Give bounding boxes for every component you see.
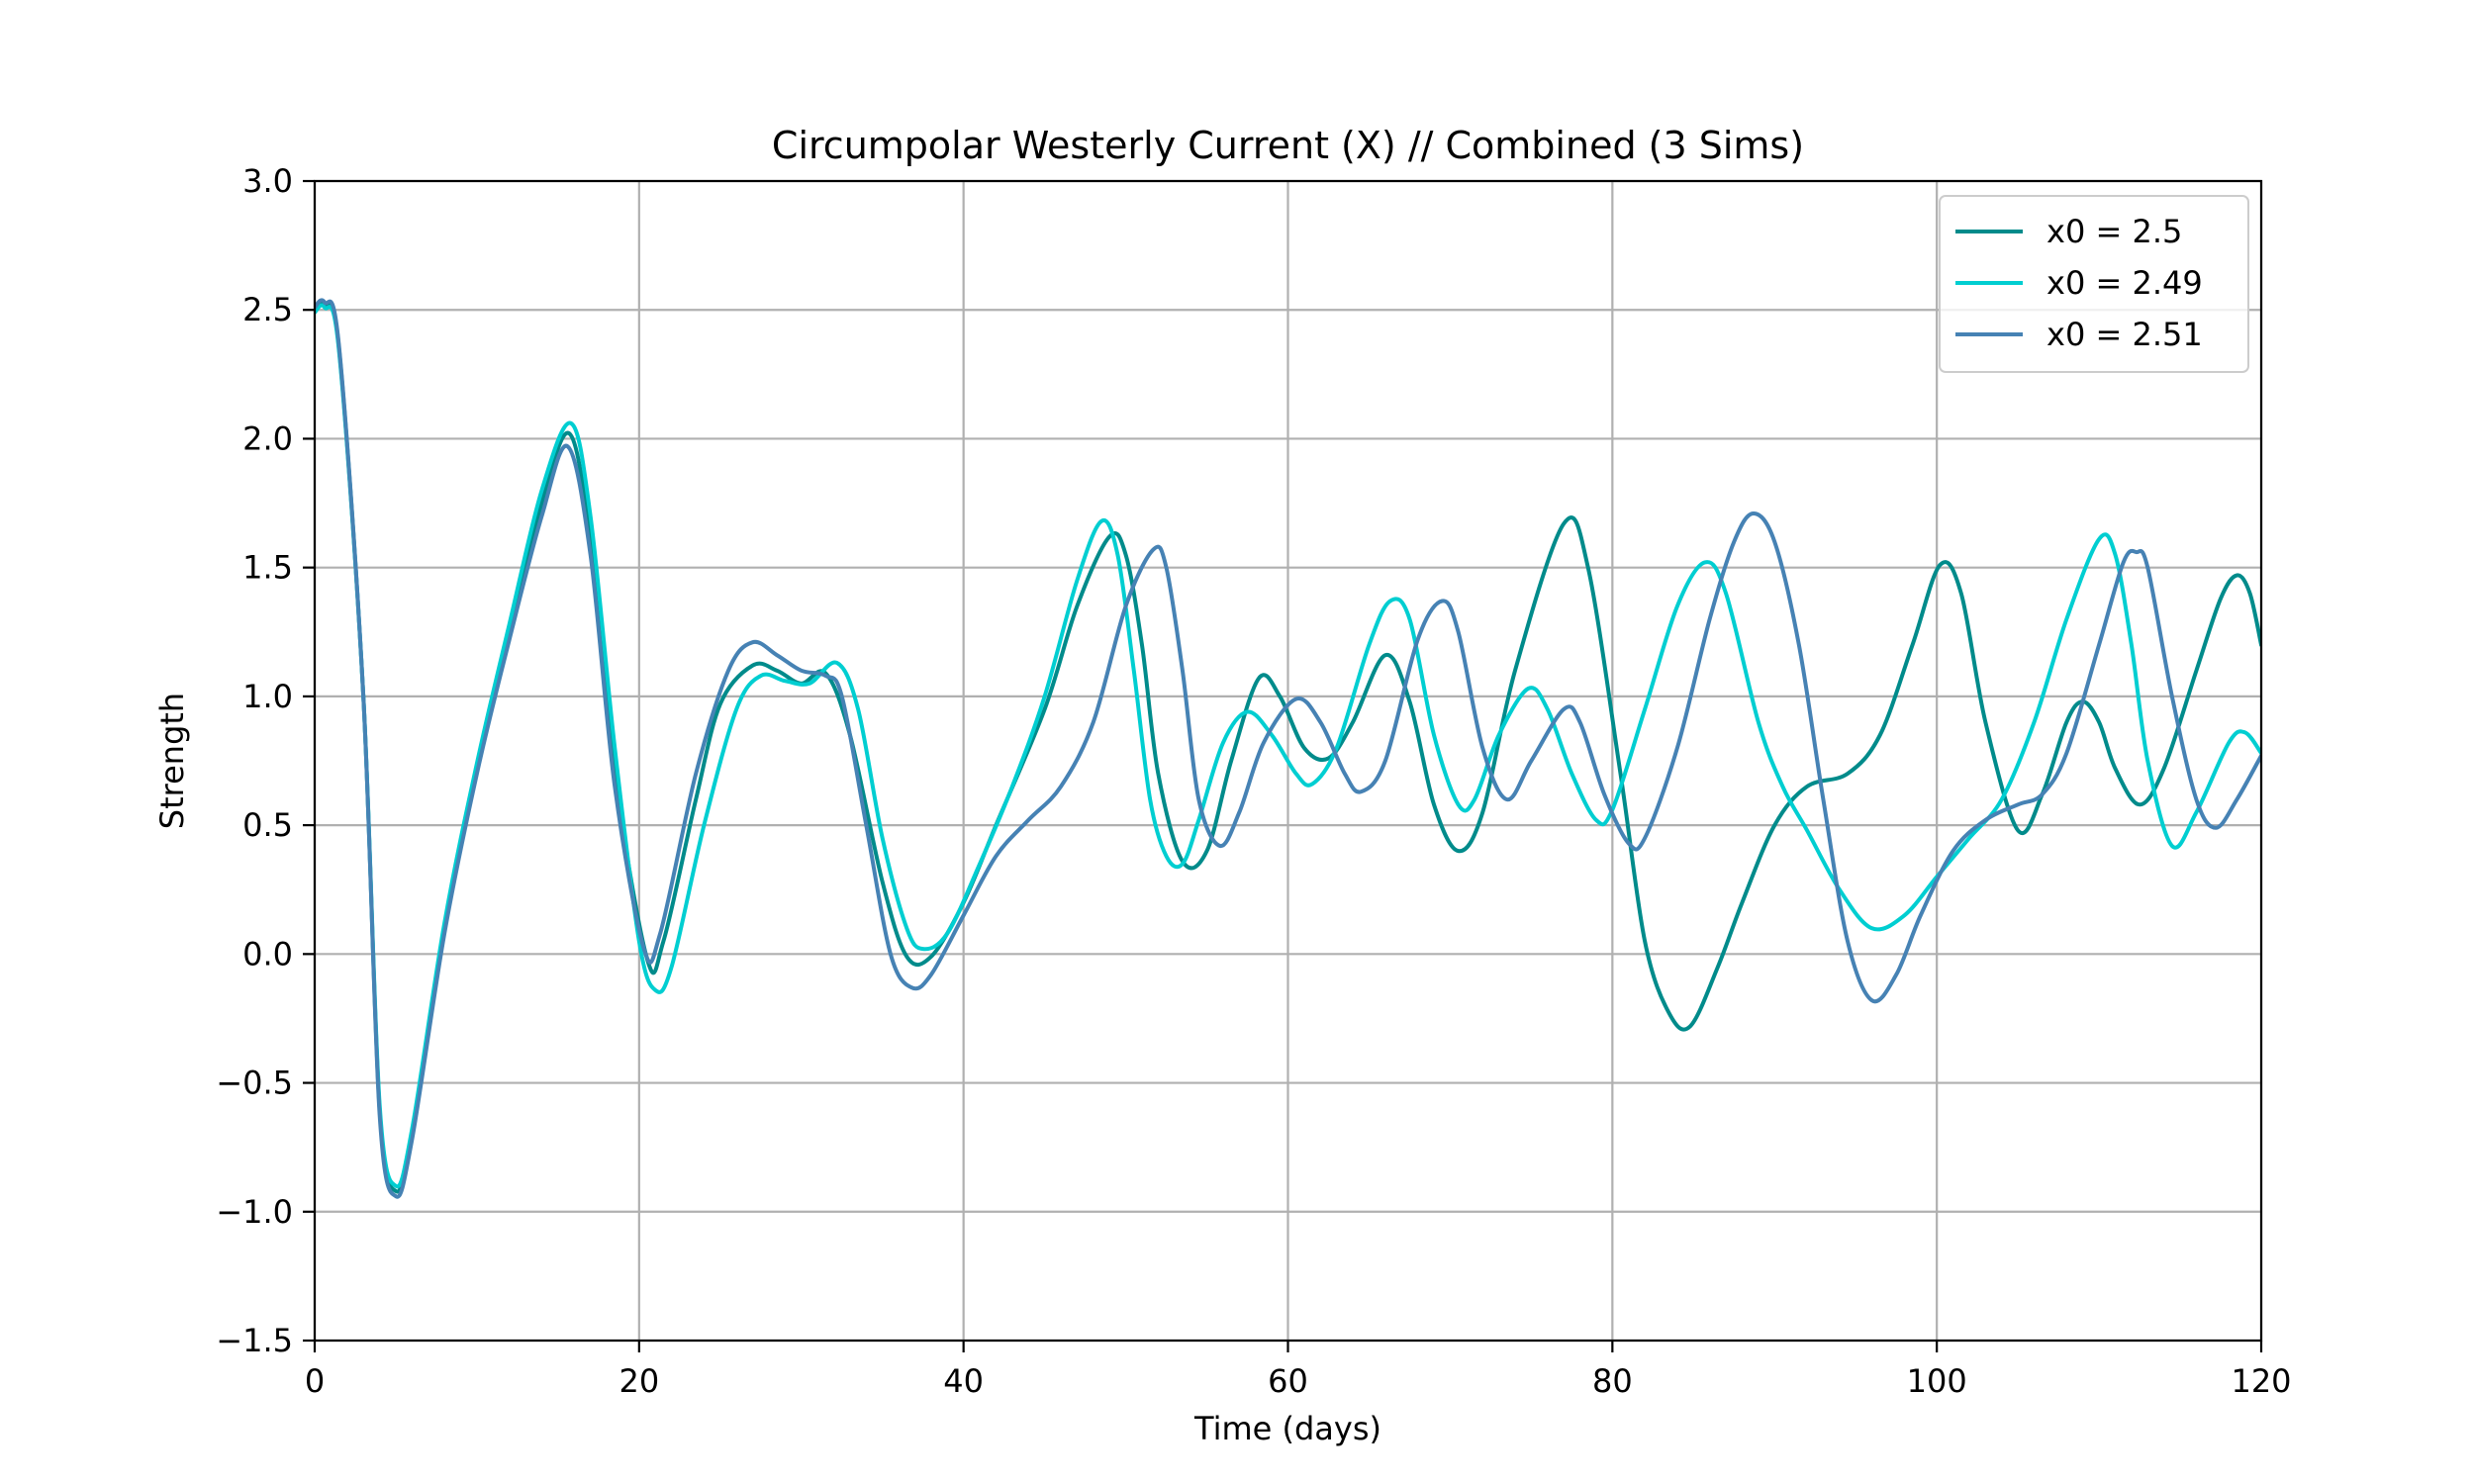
y-tick-label: −1.5 bbox=[216, 1322, 293, 1359]
x-axis-label: Time (days) bbox=[1193, 1410, 1381, 1447]
tick-layer: 0 20 40 60 80 100 120 −1.5 −1.0 −0.5 0.0 0.5 1.0 1.5 2… bbox=[216, 162, 2291, 1400]
chart-title: Circumpolar Westerly Current (X) // Comb… bbox=[772, 124, 1804, 167]
legend-box bbox=[1939, 195, 2249, 373]
x-tick-label: 100 bbox=[1907, 1362, 1967, 1400]
y-tick-label: 0.0 bbox=[242, 935, 293, 973]
legend-label: x0 = 2.51 bbox=[2046, 316, 2203, 353]
x-tick-label: 0 bbox=[305, 1362, 325, 1400]
series-line-3 bbox=[315, 298, 2261, 1199]
y-tick-label: −1.0 bbox=[216, 1193, 293, 1231]
series-line-2 bbox=[315, 303, 2261, 1189]
y-tick-label: 2.0 bbox=[242, 419, 293, 457]
legend: x0 = 2.5 x0 = 2.49 x0 = 2.51 bbox=[1939, 195, 2249, 373]
y-axis-label: Strength bbox=[153, 693, 191, 829]
x-tick-label: 40 bbox=[943, 1362, 984, 1400]
series-line-1 bbox=[315, 300, 2261, 1194]
y-tick-label: −0.5 bbox=[216, 1065, 293, 1102]
y-tick-label: 1.0 bbox=[242, 678, 293, 715]
y-tick-label: 0.5 bbox=[242, 806, 293, 844]
series-layer bbox=[315, 298, 2261, 1199]
x-tick-label: 80 bbox=[1592, 1362, 1633, 1400]
x-tick-label: 60 bbox=[1268, 1362, 1308, 1400]
x-tick-label: 120 bbox=[2231, 1362, 2291, 1400]
y-tick-label: 3.0 bbox=[242, 162, 293, 200]
legend-label: x0 = 2.5 bbox=[2046, 213, 2182, 250]
y-tick-label: 2.5 bbox=[242, 291, 293, 328]
legend-label: x0 = 2.49 bbox=[2046, 264, 2203, 302]
x-tick-label: 20 bbox=[618, 1362, 659, 1400]
y-tick-label: 1.5 bbox=[242, 549, 293, 587]
